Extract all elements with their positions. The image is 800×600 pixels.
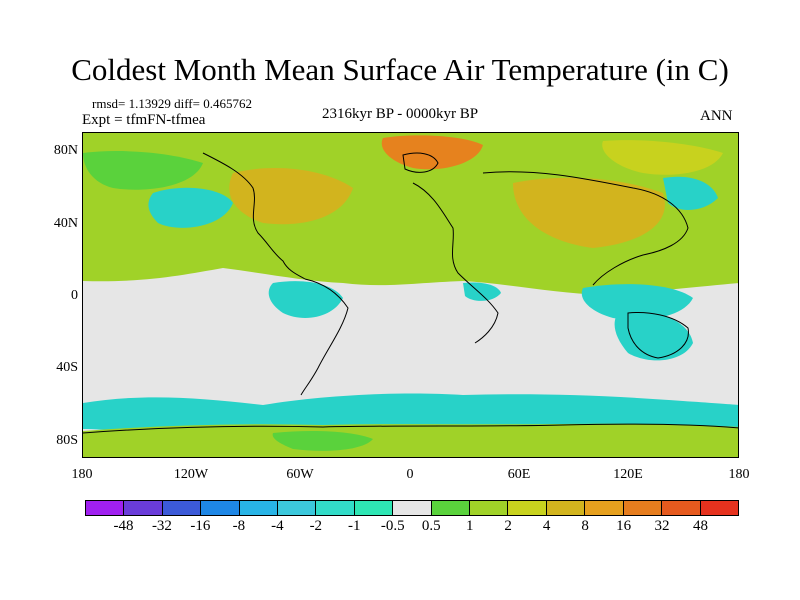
south-america-coast	[300, 278, 349, 396]
lon-label-60e: 60E	[507, 467, 531, 482]
colorbar-tick-label: 32	[654, 518, 670, 534]
indo-pacific-cool-patch	[581, 284, 693, 320]
colorbar-tick-label: -4	[271, 518, 284, 534]
colorbar-swatch	[662, 501, 701, 515]
colorbar-swatch	[239, 501, 279, 515]
siberia-warm-patch	[602, 140, 723, 175]
lon-label-60w: 60W	[286, 467, 314, 482]
temperature-anomaly-map	[83, 133, 738, 457]
lat-label-80n: 80N	[53, 143, 78, 158]
colorbar-tick-label: -1	[348, 518, 361, 534]
colorbar-tick-label: -48	[113, 518, 134, 534]
europe-africa-coast	[412, 182, 499, 344]
colorbar-tick-label: -16	[190, 518, 211, 534]
colorbar	[85, 500, 739, 516]
colorbar-tick-label: -2	[309, 518, 323, 534]
colorbar-tick-label: 1	[465, 518, 474, 534]
antarctica-coast	[83, 423, 738, 434]
colorbar-swatch	[623, 501, 663, 515]
australia-coast	[627, 312, 689, 359]
period-text: 2316kyr BP - 0000kyr BP	[322, 106, 479, 122]
colorbar-swatch	[354, 501, 394, 515]
colorbar-swatch	[278, 501, 317, 515]
arctic-warm-patch	[381, 135, 483, 170]
alaska-warm-patch	[83, 151, 203, 190]
stats-text: rmsd= 1.13929 diff= 0.465762	[92, 96, 252, 111]
tropical-atlantic-cool-patch	[268, 281, 343, 318]
north-pacific-cool-patch	[148, 187, 233, 228]
map-panel	[82, 132, 739, 458]
lat-label-40s: 40S	[56, 360, 78, 375]
colorbar-swatch	[546, 501, 586, 515]
colorbar-swatch	[431, 501, 471, 515]
nw-pacific-cool-patch	[663, 176, 718, 210]
colorbar-tick-label: -0.5	[380, 518, 405, 534]
colorbar-swatch	[470, 501, 509, 515]
colorbar-tick-label: 4	[542, 518, 551, 534]
colorbar-tick-label: 8	[581, 518, 589, 534]
lon-label-120w: 120W	[173, 467, 209, 482]
lon-label-0: 0	[406, 467, 414, 482]
season-text: ANN	[700, 108, 733, 124]
lon-label-120e: 120E	[613, 467, 643, 482]
colorbar-swatch	[316, 501, 355, 515]
colorbar-swatch	[124, 501, 163, 515]
colorbar-tick-label: 16	[616, 518, 632, 534]
colorbar-swatch	[86, 501, 125, 515]
colorbar-tick-label: -32	[151, 518, 172, 534]
lat-label-40n: 40N	[53, 216, 78, 231]
colorbar-swatch	[585, 501, 624, 515]
colorbar-tick-label: 0.5	[421, 518, 441, 534]
australia-cool-patch	[614, 311, 693, 361]
north-america-coast	[202, 152, 306, 280]
plot-title: Coldest Month Mean Surface Air Temperatu…	[71, 52, 729, 87]
colorbar-tick-label: 48	[693, 518, 709, 534]
antarctic-peninsula-patch	[272, 431, 373, 451]
greenland-coast	[402, 152, 439, 173]
colorbar-tick-label: -8	[232, 518, 246, 534]
west-africa-cool-patch	[463, 282, 501, 301]
lon-label-180w: 180	[71, 467, 93, 482]
lat-label-0: 0	[71, 288, 78, 303]
asia-warm-patch	[513, 177, 665, 248]
colorbar-swatch	[201, 501, 240, 515]
coastlines	[83, 152, 738, 434]
experiment-text: Expt = tfmFN-tfmea	[82, 112, 206, 128]
southern-ocean-cool-band	[83, 393, 738, 434]
antarctica-warm-region	[83, 423, 738, 457]
asia-coast	[482, 171, 689, 286]
lat-label-80s: 80S	[56, 433, 78, 448]
colorbar-tick-label: 2	[504, 518, 512, 534]
colorbar-swatch	[508, 501, 547, 515]
lon-label-180e: 180	[728, 467, 750, 482]
colorbar-swatch	[700, 501, 738, 515]
colorbar-swatch	[393, 501, 432, 515]
colorbar-swatch	[162, 501, 202, 515]
north-america-warm-patch	[229, 168, 353, 225]
